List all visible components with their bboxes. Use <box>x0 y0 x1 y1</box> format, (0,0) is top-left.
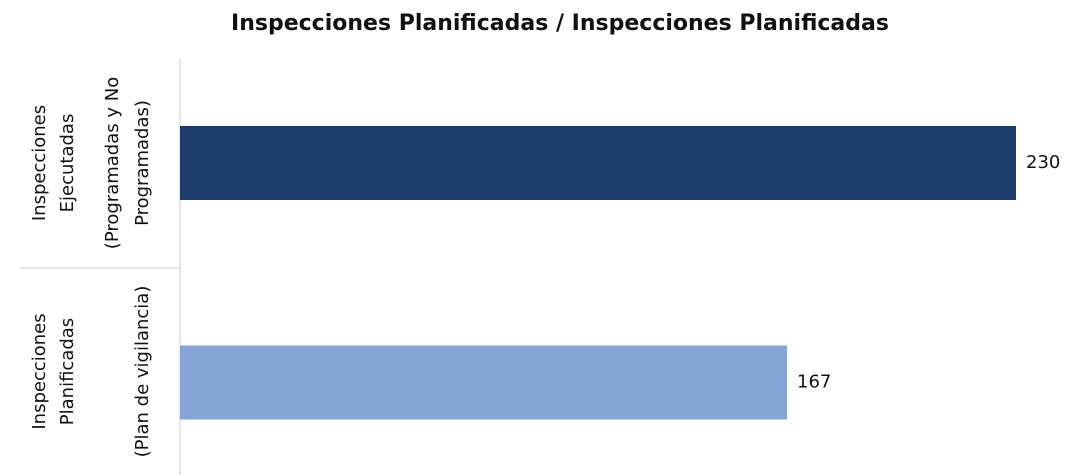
bar <box>180 345 788 420</box>
category-label: Ejecutadas <box>57 114 78 213</box>
value-label: 167 <box>797 372 831 393</box>
chart-title: Inspecciones Planificadas / Inspecciones… <box>231 11 889 36</box>
bar <box>180 126 1016 200</box>
category-label: Programadas) <box>132 100 153 226</box>
category-label: Inspecciones <box>29 313 50 429</box>
category-label: Inspecciones <box>29 105 50 221</box>
value-label: 230 <box>1026 152 1060 173</box>
category-label: (Plan de vigilancia) <box>132 286 153 458</box>
category-label: (Programadas y No <box>102 77 123 249</box>
category-label: Planificadas <box>57 318 78 425</box>
